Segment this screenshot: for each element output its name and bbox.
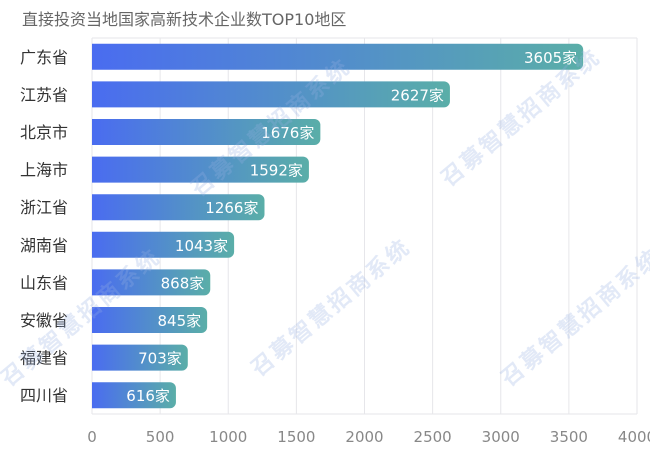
bar bbox=[92, 194, 265, 221]
x-tick-label: 3000 bbox=[482, 428, 520, 446]
bar bbox=[91, 382, 176, 409]
category-label: 浙江省 bbox=[20, 198, 68, 217]
bar bbox=[92, 344, 188, 371]
x-tick-label: 2000 bbox=[345, 428, 383, 446]
x-tick-label: 1500 bbox=[277, 428, 315, 446]
category-label: 江苏省 bbox=[20, 85, 68, 104]
data-label: 1592家 bbox=[250, 162, 303, 180]
data-label: 1266家 bbox=[205, 199, 258, 217]
bar bbox=[92, 43, 584, 70]
bar bbox=[91, 119, 321, 145]
data-label: 845家 bbox=[157, 312, 201, 330]
data-label: 868家 bbox=[161, 274, 205, 292]
bar bbox=[92, 81, 450, 108]
category-label: 山东省 bbox=[20, 273, 68, 292]
x-tick-label: 0 bbox=[87, 428, 97, 446]
chart-title: 直接投资当地国家高新技术企业数TOP10地区 bbox=[22, 10, 347, 29]
x-tick-label: 1000 bbox=[209, 428, 247, 446]
category-label: 北京市 bbox=[20, 123, 68, 142]
category-label: 福建省 bbox=[20, 349, 68, 368]
category-label: 四川省 bbox=[20, 386, 68, 405]
x-tick-label: 500 bbox=[146, 428, 175, 446]
data-label: 616家 bbox=[126, 387, 170, 405]
data-label: 3605家 bbox=[524, 49, 577, 67]
category-label: 上海市 bbox=[20, 161, 68, 180]
bar bbox=[92, 307, 208, 333]
x-tick-label: 3500 bbox=[550, 428, 588, 446]
x-tick-label: 2500 bbox=[414, 428, 452, 446]
category-label: 安徽省 bbox=[20, 311, 68, 330]
bar bbox=[92, 269, 211, 296]
bar bbox=[92, 156, 309, 183]
data-label: 1043家 bbox=[175, 237, 228, 255]
bar bbox=[92, 231, 235, 258]
category-label: 广东省 bbox=[20, 48, 68, 67]
x-tick-label: 4000 bbox=[618, 428, 650, 446]
data-label: 703家 bbox=[138, 350, 182, 368]
category-label: 湖南省 bbox=[20, 236, 68, 255]
data-label: 2627家 bbox=[391, 86, 444, 104]
data-label: 1676家 bbox=[261, 124, 314, 142]
